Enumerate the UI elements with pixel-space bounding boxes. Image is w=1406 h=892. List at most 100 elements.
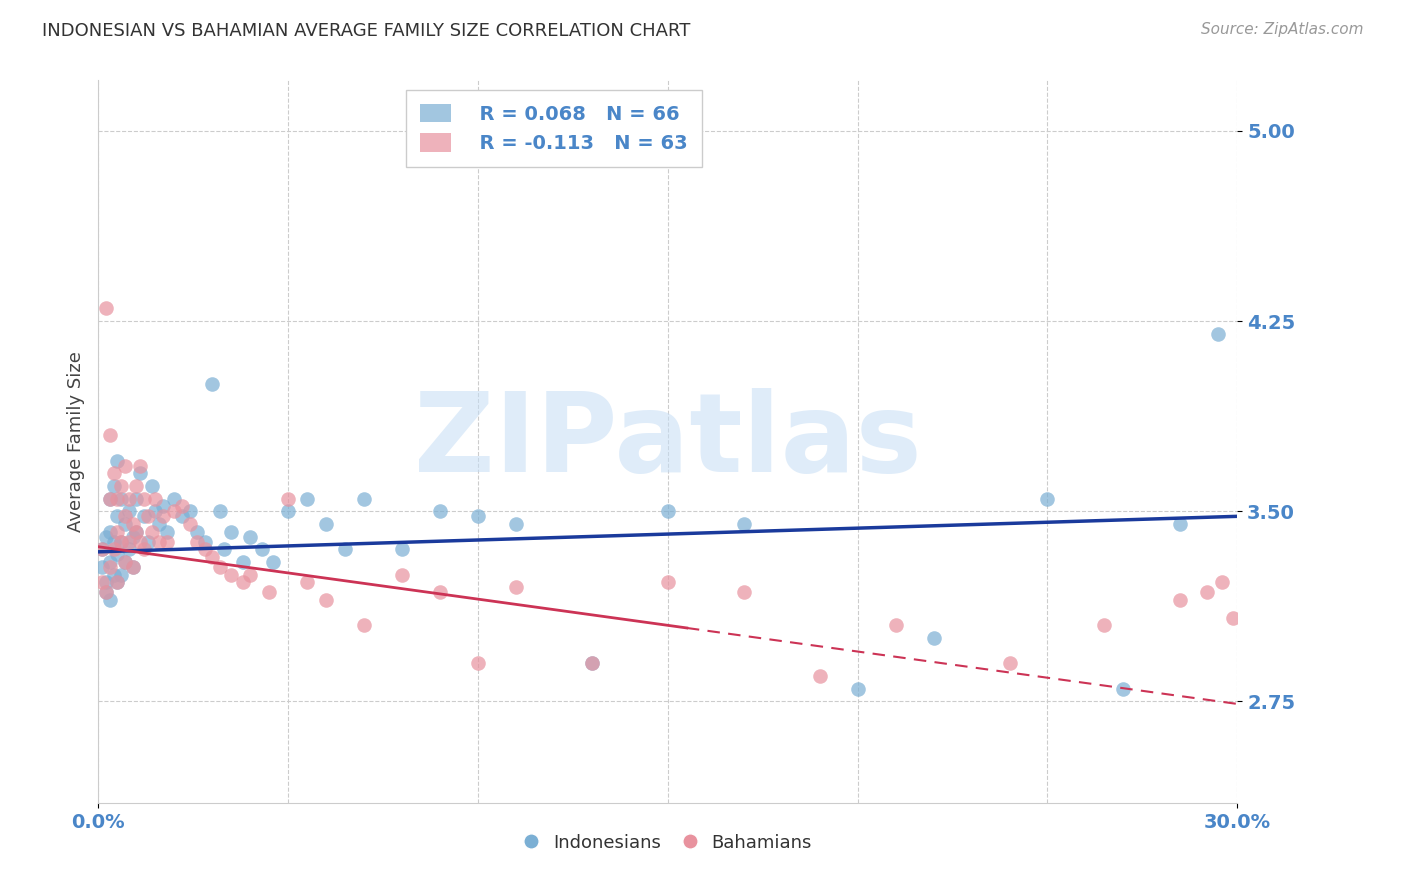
Point bbox=[141, 479, 163, 493]
Point bbox=[114, 516, 136, 531]
Y-axis label: Average Family Size: Average Family Size bbox=[66, 351, 84, 532]
Point bbox=[145, 504, 167, 518]
Point bbox=[94, 530, 117, 544]
Point bbox=[998, 657, 1021, 671]
Point bbox=[118, 491, 141, 506]
Point bbox=[91, 542, 114, 557]
Point bbox=[1195, 585, 1218, 599]
Point bbox=[132, 491, 155, 506]
Point bbox=[114, 555, 136, 569]
Point bbox=[194, 534, 217, 549]
Point bbox=[121, 516, 143, 531]
Point bbox=[239, 567, 262, 582]
Point bbox=[129, 534, 152, 549]
Point bbox=[391, 567, 413, 582]
Point bbox=[179, 504, 201, 518]
Point bbox=[212, 542, 235, 557]
Point bbox=[232, 555, 254, 569]
Point bbox=[315, 593, 337, 607]
Point bbox=[922, 631, 945, 645]
Point bbox=[152, 509, 174, 524]
Point bbox=[136, 534, 159, 549]
Point bbox=[581, 657, 603, 671]
Point bbox=[467, 657, 489, 671]
Point bbox=[132, 509, 155, 524]
Point bbox=[1170, 593, 1192, 607]
Point bbox=[163, 504, 186, 518]
Point bbox=[98, 593, 121, 607]
Point bbox=[221, 524, 243, 539]
Point bbox=[186, 524, 208, 539]
Point bbox=[103, 534, 125, 549]
Point bbox=[1211, 575, 1233, 590]
Point bbox=[98, 491, 121, 506]
Point bbox=[277, 504, 299, 518]
Point bbox=[208, 504, 231, 518]
Point bbox=[98, 555, 121, 569]
Point bbox=[107, 509, 129, 524]
Point bbox=[1036, 491, 1059, 506]
Legend: Indonesians, Bahamians: Indonesians, Bahamians bbox=[517, 826, 818, 859]
Point bbox=[132, 542, 155, 557]
Text: INDONESIAN VS BAHAMIAN AVERAGE FAMILY SIZE CORRELATION CHART: INDONESIAN VS BAHAMIAN AVERAGE FAMILY SI… bbox=[42, 22, 690, 40]
Point bbox=[262, 555, 284, 569]
Point bbox=[156, 534, 179, 549]
Point bbox=[141, 524, 163, 539]
Point bbox=[110, 567, 132, 582]
Point bbox=[107, 575, 129, 590]
Point bbox=[429, 585, 451, 599]
Point bbox=[259, 585, 281, 599]
Point bbox=[110, 534, 132, 549]
Point bbox=[107, 575, 129, 590]
Point bbox=[107, 453, 129, 467]
Point bbox=[103, 542, 125, 557]
Point bbox=[94, 575, 117, 590]
Point bbox=[505, 516, 527, 531]
Point bbox=[277, 491, 299, 506]
Point bbox=[152, 499, 174, 513]
Point bbox=[467, 509, 489, 524]
Point bbox=[657, 504, 679, 518]
Point bbox=[179, 516, 201, 531]
Point bbox=[170, 509, 193, 524]
Point bbox=[129, 458, 152, 473]
Point bbox=[239, 530, 262, 544]
Point bbox=[232, 575, 254, 590]
Point bbox=[297, 575, 319, 590]
Point bbox=[94, 301, 117, 316]
Point bbox=[429, 504, 451, 518]
Point bbox=[733, 585, 755, 599]
Point bbox=[148, 534, 170, 549]
Point bbox=[145, 491, 167, 506]
Point bbox=[110, 491, 132, 506]
Point bbox=[335, 542, 357, 557]
Point bbox=[170, 499, 193, 513]
Point bbox=[110, 479, 132, 493]
Point bbox=[125, 524, 148, 539]
Point bbox=[1208, 326, 1230, 341]
Point bbox=[808, 669, 831, 683]
Point bbox=[186, 534, 208, 549]
Text: Source: ZipAtlas.com: Source: ZipAtlas.com bbox=[1201, 22, 1364, 37]
Point bbox=[121, 560, 143, 574]
Point bbox=[91, 542, 114, 557]
Point bbox=[94, 585, 117, 599]
Point bbox=[118, 534, 141, 549]
Point bbox=[194, 542, 217, 557]
Point bbox=[315, 516, 337, 531]
Point bbox=[1222, 611, 1244, 625]
Point bbox=[156, 524, 179, 539]
Point bbox=[114, 509, 136, 524]
Point bbox=[884, 618, 907, 632]
Point bbox=[353, 618, 375, 632]
Point bbox=[1094, 618, 1116, 632]
Point bbox=[98, 491, 121, 506]
Point bbox=[733, 516, 755, 531]
Point bbox=[118, 542, 141, 557]
Point bbox=[297, 491, 319, 506]
Point bbox=[391, 542, 413, 557]
Point bbox=[121, 530, 143, 544]
Point bbox=[148, 516, 170, 531]
Point bbox=[163, 491, 186, 506]
Point bbox=[250, 542, 273, 557]
